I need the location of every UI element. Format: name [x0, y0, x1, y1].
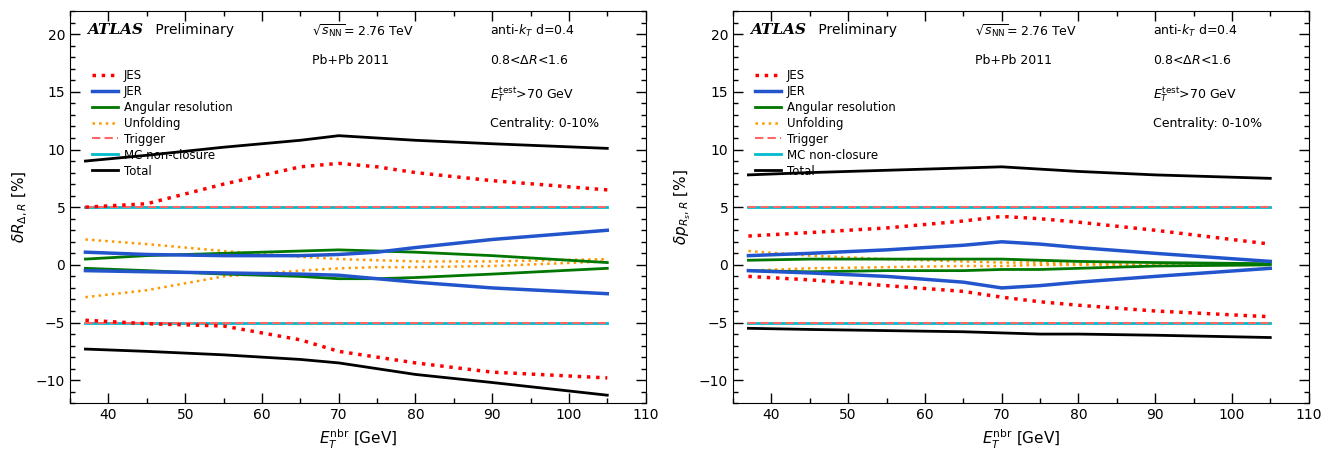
Text: $E_T^{\mathrm{test}}$>70 GeV: $E_T^{\mathrm{test}}$>70 GeV — [491, 85, 575, 105]
Text: $\sqrt{s_{\mathrm{NN}}}$= 2.76 TeV: $\sqrt{s_{\mathrm{NN}}}$= 2.76 TeV — [974, 23, 1077, 40]
Y-axis label: $\delta p_{R_{s},R}$ [%]: $\delta p_{R_{s},R}$ [%] — [673, 169, 693, 245]
Text: 0.8<$\Delta R$<1.6: 0.8<$\Delta R$<1.6 — [491, 54, 569, 67]
Legend: JES, JER, Angular resolution, Unfolding, Trigger, MC non-closure, Total: JES, JER, Angular resolution, Unfolding,… — [88, 64, 237, 182]
Text: $\sqrt{s_{\mathrm{NN}}}$= 2.76 TeV: $\sqrt{s_{\mathrm{NN}}}$= 2.76 TeV — [312, 23, 415, 40]
Text: 0.8<$\Delta R$<1.6: 0.8<$\Delta R$<1.6 — [1153, 54, 1232, 67]
X-axis label: $E_T^{\mathrm{nbr}}$ [GeV]: $E_T^{\mathrm{nbr}}$ [GeV] — [319, 428, 397, 451]
Legend: JES, JER, Angular resolution, Unfolding, Trigger, MC non-closure, Total: JES, JER, Angular resolution, Unfolding,… — [750, 64, 901, 182]
Y-axis label: $\delta R_{\Delta,R}$ [%]: $\delta R_{\Delta,R}$ [%] — [11, 171, 31, 243]
Text: anti-$k_T$ d=0.4: anti-$k_T$ d=0.4 — [491, 23, 576, 39]
Text: Preliminary: Preliminary — [813, 23, 897, 37]
X-axis label: $E_T^{\mathrm{nbr}}$ [GeV]: $E_T^{\mathrm{nbr}}$ [GeV] — [981, 428, 1060, 451]
Text: ATLAS: ATLAS — [88, 23, 144, 37]
Text: Pb+Pb 2011: Pb+Pb 2011 — [312, 54, 389, 67]
Text: ATLAS: ATLAS — [750, 23, 806, 37]
Text: Pb+Pb 2011: Pb+Pb 2011 — [974, 54, 1052, 67]
Text: Centrality: 0-10%: Centrality: 0-10% — [1153, 117, 1262, 130]
Text: Preliminary: Preliminary — [151, 23, 233, 37]
Text: Centrality: 0-10%: Centrality: 0-10% — [491, 117, 600, 130]
Text: anti-$k_T$ d=0.4: anti-$k_T$ d=0.4 — [1153, 23, 1238, 39]
Text: $E_T^{\mathrm{test}}$>70 GeV: $E_T^{\mathrm{test}}$>70 GeV — [1153, 85, 1237, 105]
